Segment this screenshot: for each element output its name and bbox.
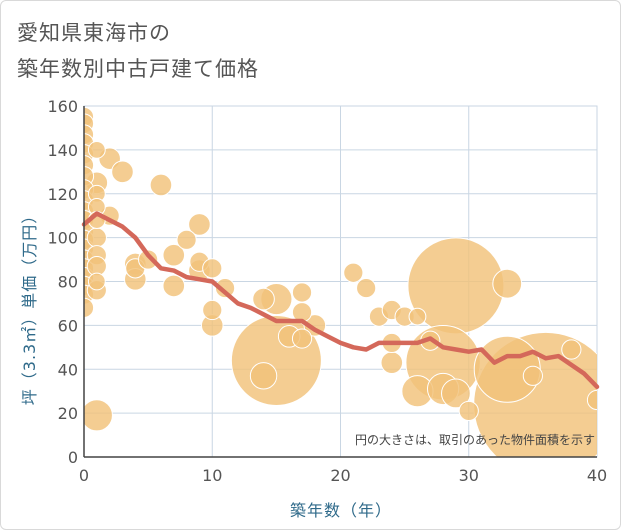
- x-tick-label: 20: [330, 466, 350, 485]
- data-point-49: [252, 287, 275, 311]
- chart-title: 愛知県東海市の 築年数別中古戸建て価格: [17, 21, 259, 81]
- data-point-72: [458, 400, 479, 422]
- trend-line: [81, 211, 600, 390]
- y-tick-label: 40: [58, 360, 78, 379]
- axes: [83, 106, 597, 458]
- data-point-48: [214, 277, 236, 299]
- y-tick-label: 20: [58, 404, 78, 423]
- tick-labels: 0 20 40 60 80 100 120 140 160 0 10 20 30 40: [47, 97, 607, 485]
- y-tick-label: 160: [47, 97, 78, 116]
- data-point-75: [522, 365, 543, 386]
- data-point-38: [149, 173, 173, 197]
- y-axis-label: 坪（3.3㎡）単価（万円）: [20, 207, 39, 405]
- data-point-46: [202, 299, 223, 321]
- data-point-37: [138, 249, 159, 270]
- data-point-59: [356, 277, 377, 299]
- data-point-71: [441, 378, 471, 409]
- data-point-33: [111, 160, 134, 184]
- x-tick-label: 30: [459, 466, 479, 485]
- x-tick-label: 40: [587, 466, 607, 485]
- trend-layer: [81, 211, 600, 390]
- bubble-size-note: 円の大きさは、取引のあった物件面積を示す: [355, 432, 595, 447]
- x-tick-label: 0: [79, 466, 89, 485]
- data-point-56: [291, 328, 313, 349]
- y-tick-label: 0: [68, 448, 78, 467]
- data-point-58: [343, 262, 364, 283]
- data-point-78: [586, 389, 597, 411]
- x-tick-label: 10: [202, 466, 222, 485]
- data-point-25: [86, 227, 107, 248]
- y-tick-label: 60: [58, 316, 78, 335]
- data-point-45: [202, 258, 223, 279]
- data-point-41: [176, 229, 197, 250]
- x-axis-label: 築年数（年）: [290, 501, 392, 520]
- y-tick-label: 100: [47, 229, 78, 248]
- data-point-54: [291, 282, 313, 303]
- y-tick-label: 140: [47, 141, 78, 160]
- data-point-65: [408, 307, 427, 326]
- y-tick-label: 80: [58, 273, 78, 292]
- data-point-63: [380, 351, 404, 374]
- bubble-layer: [84, 106, 597, 457]
- data-point-40: [162, 274, 186, 298]
- data-point-30: [84, 399, 113, 432]
- data-point-73: [492, 268, 523, 299]
- data-point-28: [87, 272, 106, 291]
- data-point-77: [561, 339, 582, 360]
- data-point-42: [188, 213, 211, 236]
- data-point-20: [87, 140, 106, 159]
- data-point-50: [249, 362, 278, 390]
- y-tick-label: 120: [47, 185, 78, 204]
- data-point-39: [162, 243, 186, 267]
